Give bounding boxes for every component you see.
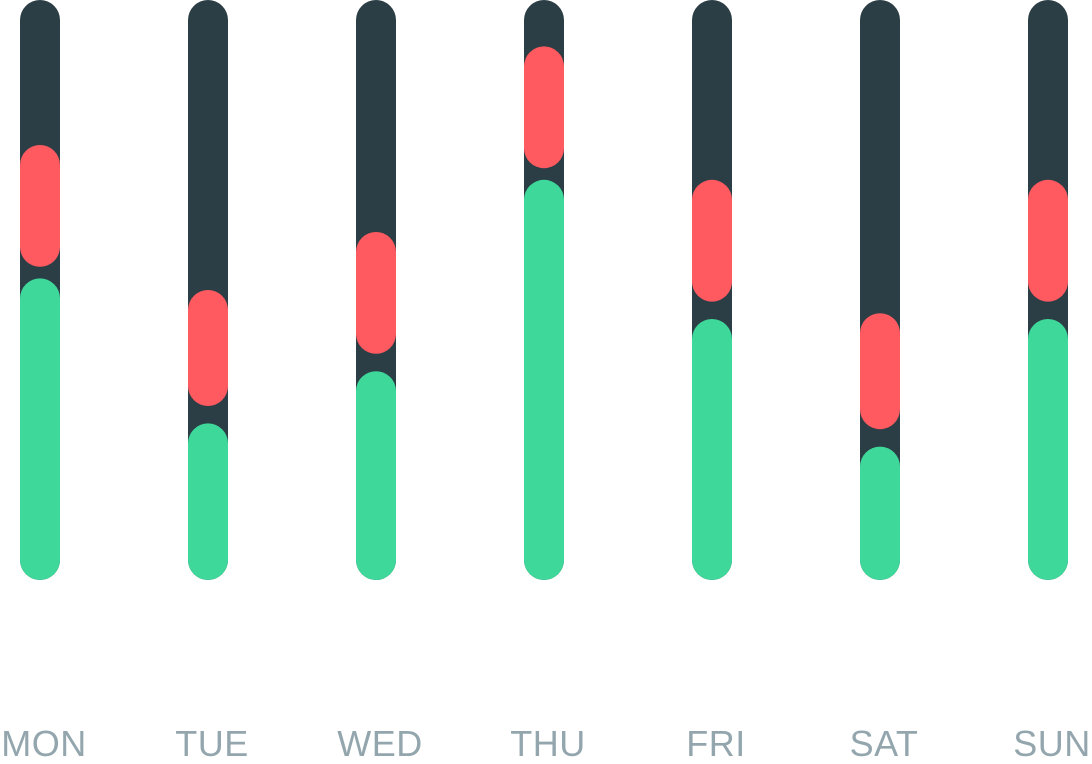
day-label-mon: MON: [1, 723, 87, 764]
red-bar: [692, 179, 732, 302]
green-bar: [356, 371, 396, 580]
green-bar: [188, 423, 228, 580]
bar-column-thu: [524, 0, 564, 581]
bar-track: [860, 0, 900, 580]
day-label-thu: THU: [510, 723, 586, 764]
bar-column-wed: [356, 0, 396, 580]
bar-column-sat: [860, 0, 900, 580]
red-bar: [860, 313, 900, 430]
bar-column-tue: [188, 0, 228, 580]
day-label-tue: TUE: [175, 723, 249, 764]
red-bar: [20, 145, 60, 267]
red-bar: [524, 46, 564, 169]
red-bar: [356, 232, 396, 354]
bar-column-mon: [20, 0, 60, 580]
day-labels-group: MON TUE WED THU FRI SAT SUN: [1, 723, 1091, 764]
green-bar: [1028, 319, 1068, 580]
red-bar: [1028, 179, 1068, 302]
day-label-fri: FRI: [686, 723, 746, 764]
day-label-wed: WED: [337, 723, 423, 764]
red-bar: [188, 290, 228, 406]
green-bar: [860, 446, 900, 580]
day-label-sat: SAT: [850, 723, 919, 764]
bar-column-sun: [1028, 0, 1068, 580]
bars-group: [20, 0, 1068, 581]
green-bar: [20, 278, 60, 580]
bar-column-fri: [692, 0, 732, 580]
green-bar: [692, 319, 732, 580]
day-label-sun: SUN: [1013, 723, 1091, 764]
green-bar: [524, 179, 564, 581]
